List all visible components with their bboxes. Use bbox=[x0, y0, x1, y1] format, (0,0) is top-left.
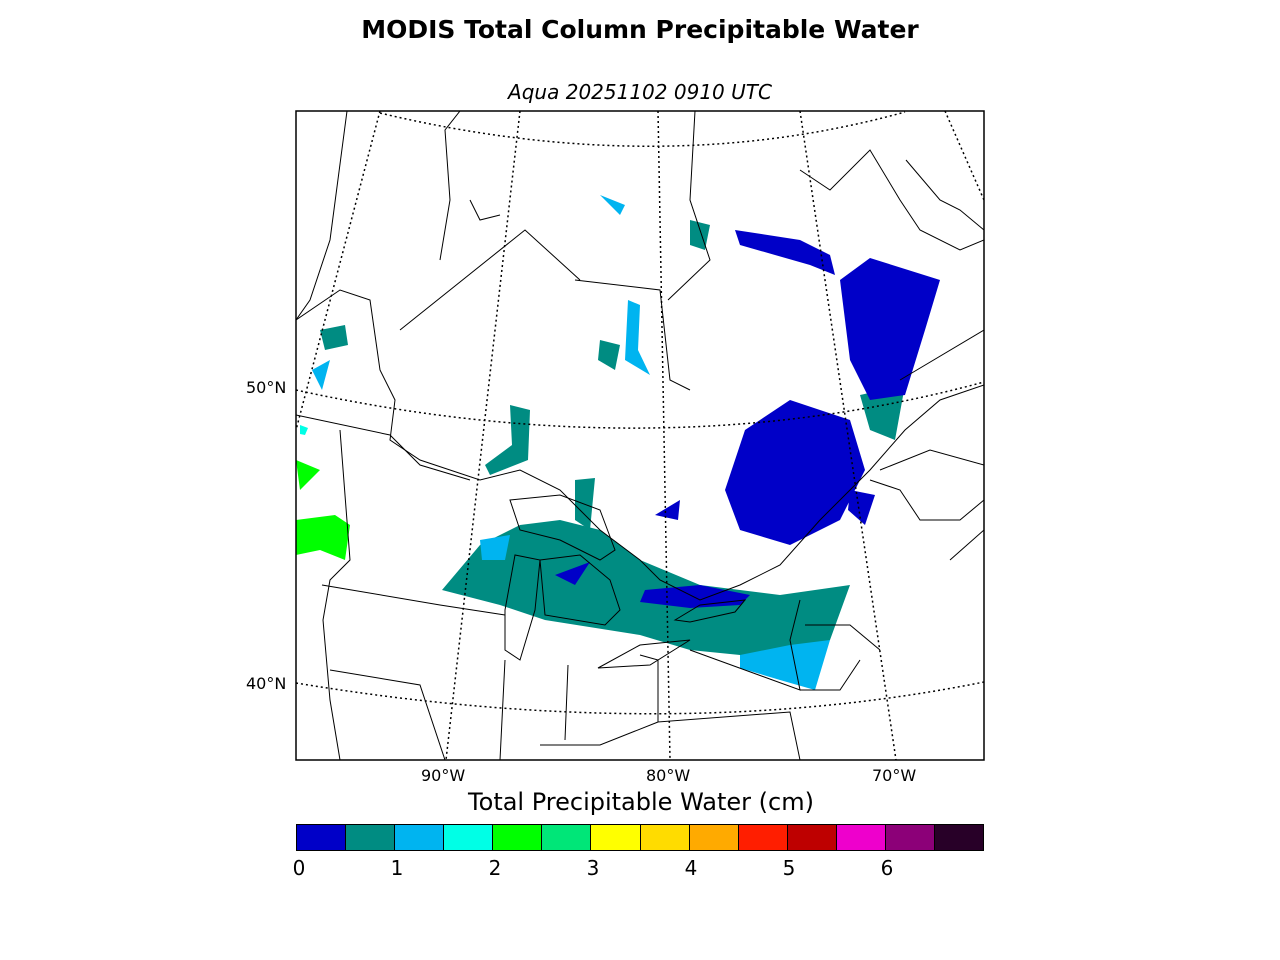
colorbar-segment bbox=[640, 825, 690, 850]
colorbar-segment bbox=[787, 825, 837, 850]
colorbar-tick-label: 6 bbox=[880, 856, 894, 880]
colorbar-segment bbox=[542, 825, 592, 850]
colorbar-segment bbox=[444, 825, 494, 850]
colorbar-segment bbox=[738, 825, 788, 850]
colorbar-segment bbox=[297, 825, 347, 850]
colorbar bbox=[296, 824, 984, 851]
colorbar-segment bbox=[836, 825, 886, 850]
colorbar-label: Total Precipitable Water (cm) bbox=[468, 788, 814, 816]
plot-title: MODIS Total Column Precipitable Water bbox=[361, 15, 919, 44]
lat-label-40n: 40°N bbox=[246, 674, 287, 693]
colorbar-tick-label: 0 bbox=[292, 856, 306, 880]
lon-label-70w: 70°W bbox=[872, 766, 917, 785]
colorbar-segment bbox=[395, 825, 445, 850]
colorbar-segment bbox=[885, 825, 936, 850]
colorbar-segment bbox=[493, 825, 543, 850]
lon-label-90w: 90°W bbox=[421, 766, 466, 785]
lon-label-80w: 80°W bbox=[646, 766, 691, 785]
colorbar-tick-label: 2 bbox=[488, 856, 502, 880]
colorbar-tick-label: 4 bbox=[684, 856, 698, 880]
colorbar-tick-label: 3 bbox=[586, 856, 600, 880]
pw-region-green bbox=[296, 460, 350, 560]
lat-label-50n: 50°N bbox=[246, 378, 287, 397]
colorbar-tick-label: 5 bbox=[782, 856, 796, 880]
colorbar-segment bbox=[346, 825, 396, 850]
colorbar-segment bbox=[591, 825, 641, 850]
coastlines-borders bbox=[296, 111, 984, 760]
colorbar-segment bbox=[935, 825, 984, 850]
plot-subtitle: Aqua 20251102 0910 UTC bbox=[508, 80, 772, 104]
colorbar-tick-label: 1 bbox=[390, 856, 404, 880]
pw-data bbox=[296, 195, 940, 690]
graticule bbox=[296, 111, 984, 760]
map-frame bbox=[295, 110, 985, 761]
pw-region-cyan bbox=[300, 425, 308, 435]
colorbar-segment bbox=[689, 825, 739, 850]
